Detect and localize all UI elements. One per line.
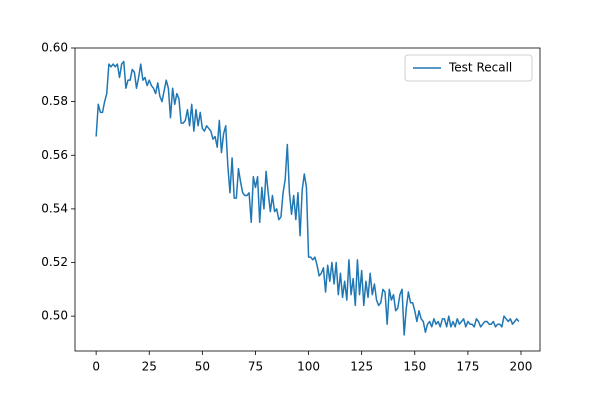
y-tick-label: 0.58 xyxy=(41,94,68,108)
x-tick-label: 175 xyxy=(456,360,479,374)
y-tick-label: 0.54 xyxy=(41,201,68,215)
x-tick-label: 200 xyxy=(510,360,533,374)
y-tick-label: 0.52 xyxy=(41,255,68,269)
line xyxy=(95,60,520,336)
x-tick-label: 150 xyxy=(403,360,426,374)
x-tick-label: 100 xyxy=(297,360,320,374)
y-tick-label: 0.50 xyxy=(41,309,68,323)
x-tick-label: 125 xyxy=(350,360,373,374)
x-tick-label: 75 xyxy=(248,360,263,374)
x-tick-label: 50 xyxy=(195,360,210,374)
x-tick-label: 25 xyxy=(142,360,157,374)
legend-label: Test Recall xyxy=(448,61,512,75)
y-tick-label: 0.60 xyxy=(41,41,68,55)
y-tick-label: 0.56 xyxy=(41,148,68,162)
plot-frame xyxy=(74,47,541,352)
legend-box xyxy=(404,54,533,82)
x-tick-label: 0 xyxy=(92,360,100,374)
